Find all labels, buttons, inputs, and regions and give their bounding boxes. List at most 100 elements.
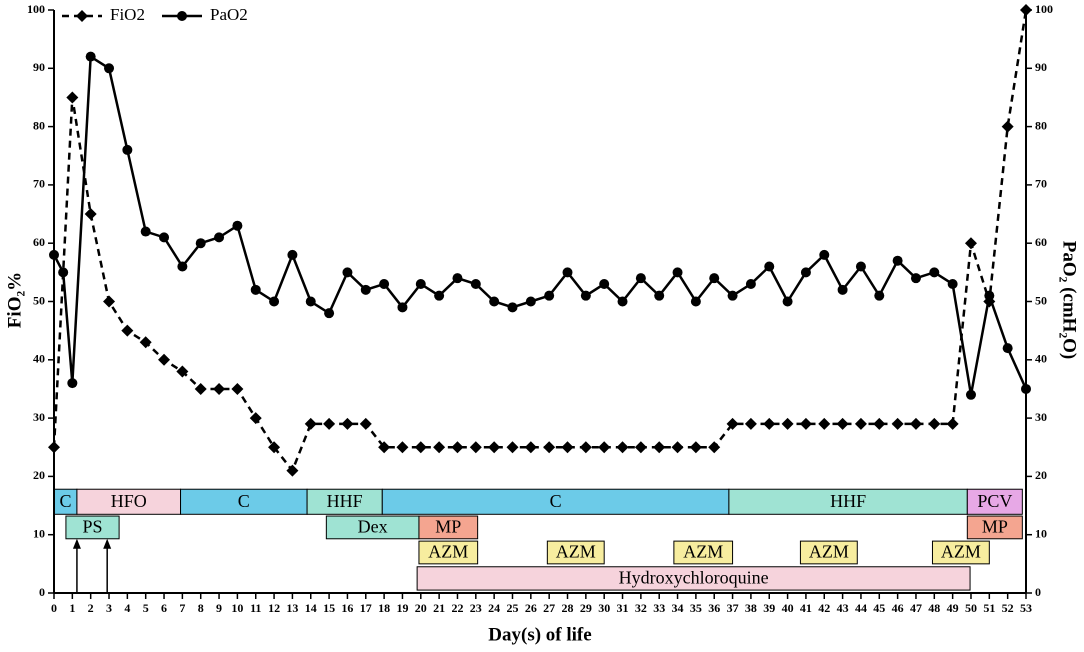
data-point	[928, 417, 941, 430]
data-point	[433, 441, 446, 454]
data-point	[524, 441, 537, 454]
x-tick-label: 5	[143, 601, 149, 615]
data-point	[947, 279, 958, 290]
data-point	[85, 51, 96, 62]
y-tick-label: 60	[33, 235, 45, 249]
y-tick-label: 100	[27, 2, 45, 16]
x-tick-label: 34	[672, 601, 684, 615]
legend-label: PaO2	[210, 5, 248, 24]
legend-marker	[177, 11, 187, 21]
treatment-box	[381, 488, 730, 515]
x-tick-label: 49	[947, 601, 959, 615]
data-point	[543, 441, 556, 454]
data-point	[213, 382, 226, 395]
x-tick-label: 28	[562, 601, 574, 615]
x-tick-label: 22	[451, 601, 463, 615]
data-point	[139, 336, 152, 349]
series-line	[52, 54, 1028, 396]
treatment-label: C	[59, 491, 71, 511]
treatment-label: HFO	[111, 491, 147, 511]
data-point	[525, 296, 536, 307]
treatment-label: Hydroxychloroquine	[619, 568, 769, 588]
x-tick-label: 40	[782, 601, 794, 615]
y-tick-label: 30	[33, 410, 45, 424]
treatment-label: HHF	[327, 491, 363, 511]
treatment-label: C	[550, 491, 562, 511]
data-point	[48, 441, 60, 454]
y-tick-label: 90	[33, 60, 45, 74]
data-point	[122, 144, 133, 155]
data-point	[580, 290, 591, 301]
x-tick-label: 41	[800, 601, 812, 615]
x-tick-label: 31	[617, 601, 629, 615]
x-tick-label: 20	[415, 601, 427, 615]
data-point	[654, 290, 665, 301]
treatment-box	[673, 540, 734, 565]
data-point	[84, 208, 97, 221]
data-point	[286, 464, 299, 477]
data-point	[103, 295, 116, 308]
data-point	[177, 261, 188, 272]
x-tick-label: 4	[124, 601, 130, 615]
data-point	[231, 382, 244, 395]
treatment-box	[418, 515, 479, 540]
data-point	[984, 290, 995, 301]
x-tick-label: 30	[598, 601, 610, 615]
x-tick-label: 46	[892, 601, 904, 615]
data-point	[506, 441, 519, 454]
treatment-box	[546, 540, 605, 565]
treatment-label: C	[238, 491, 250, 511]
treatment-box	[180, 488, 308, 515]
data-point	[488, 441, 501, 454]
data-point	[965, 389, 976, 400]
data-point	[562, 267, 573, 278]
data-point	[287, 249, 298, 260]
data-point	[891, 417, 904, 430]
x-tick-label: 32	[635, 601, 647, 615]
data-point	[929, 267, 940, 278]
x-tick-label: 16	[341, 601, 353, 615]
x-tick-label: 50	[965, 601, 977, 615]
treatment-label: MP	[982, 517, 1008, 537]
data-point	[268, 441, 281, 454]
x-tick-label: 37	[727, 601, 739, 615]
treatment-box	[728, 488, 968, 515]
x-tick-label: 10	[231, 601, 243, 615]
data-point	[763, 417, 776, 430]
x-tick-label: 13	[286, 601, 298, 615]
x-tick-label: 25	[506, 601, 518, 615]
y2-tick-label: 70	[1035, 177, 1047, 191]
y-tick-label: 0	[39, 585, 45, 599]
x-tick-label: 18	[378, 601, 390, 615]
data-point	[837, 284, 848, 295]
y2-tick-label: 0	[1035, 585, 1041, 599]
data-point	[799, 417, 812, 430]
treatment-box	[966, 515, 1023, 540]
data-point	[690, 296, 701, 307]
treatment-label: AZM	[428, 542, 468, 562]
data-point	[67, 378, 78, 389]
data-point	[671, 441, 684, 454]
treatment-box	[65, 515, 120, 540]
y-tick-label: 50	[33, 293, 45, 307]
x-tick-label: 52	[1002, 601, 1014, 615]
data-point	[873, 417, 886, 430]
data-point	[159, 232, 170, 243]
data-point	[470, 279, 481, 290]
data-point	[507, 302, 518, 313]
x-tick-label: 0	[51, 601, 57, 615]
x-tick-label: 8	[198, 601, 204, 615]
data-point	[689, 441, 702, 454]
data-point	[800, 267, 811, 278]
data-point	[489, 296, 500, 307]
treatment-box	[416, 566, 971, 591]
x-tick-label: 42	[818, 601, 830, 615]
data-point	[579, 441, 592, 454]
arrow-head	[72, 538, 81, 549]
treatment-box	[931, 540, 990, 565]
x-tick-label: 27	[543, 601, 555, 615]
data-point	[634, 441, 647, 454]
data-point	[616, 441, 629, 454]
x-tick-label: 21	[433, 601, 445, 615]
x-tick-label: 24	[488, 601, 500, 615]
